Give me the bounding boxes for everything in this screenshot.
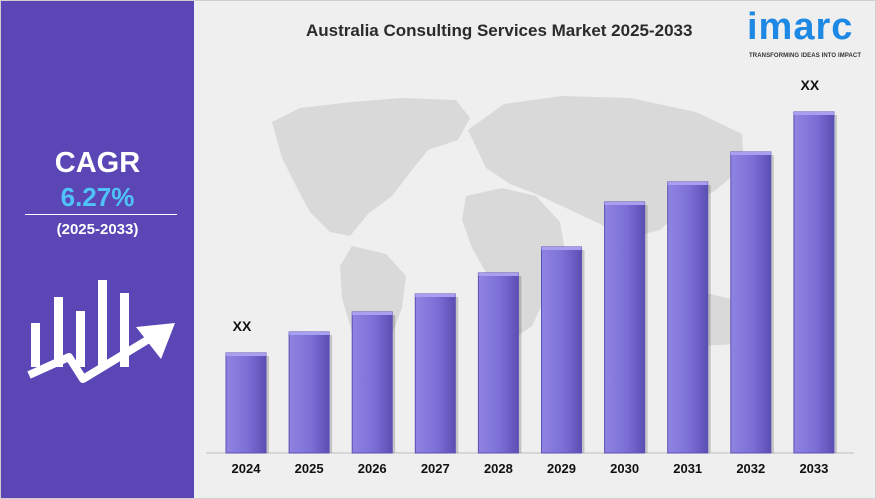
bar-cap-2031 <box>667 182 708 185</box>
x-tick-label: 2024 <box>232 461 262 476</box>
bar-cap-2032 <box>730 152 771 155</box>
logo-tagline: TRANSFORMING IDEAS INTO IMPACT <box>749 53 862 59</box>
x-tick-label: 2032 <box>736 461 765 476</box>
imarc-logo: imarc TRANSFORMING IDEAS INTO IMPACT <box>747 6 869 62</box>
x-tick-label: 2028 <box>484 461 513 476</box>
bar-cap-2033 <box>793 112 834 115</box>
x-tick-label: 2027 <box>421 461 450 476</box>
bar-2030 <box>604 201 646 454</box>
bar-cap-2026 <box>352 312 393 315</box>
data-label-2033: XX <box>801 77 820 93</box>
bar-2024 <box>225 352 267 454</box>
cagr-label: CAGR <box>54 147 141 179</box>
bar-cap-2030 <box>604 202 645 205</box>
bar-2026 <box>351 311 393 454</box>
bar-cap-2025 <box>289 332 330 335</box>
bar-2029 <box>541 246 582 454</box>
x-tick-label: 2025 <box>295 461 324 476</box>
bar-2031 <box>667 181 709 454</box>
cagr-period: (2025-2033) <box>56 221 139 238</box>
bar-series <box>206 111 854 454</box>
cagr-panel: CAGR 6.27% (2025-2033) <box>1 1 194 498</box>
bar-2025 <box>288 331 330 454</box>
data-label-2024: XX <box>233 318 252 334</box>
bar-growth-arrow-icon <box>27 280 175 383</box>
x-tick-label: 2030 <box>610 461 639 476</box>
x-tick-label: 2033 <box>799 461 828 476</box>
bar-cap-2029 <box>541 247 582 250</box>
x-axis-labels: 2024 2025 2026 2027 2028 2029 2030 2031 2032 2033 <box>232 461 829 476</box>
logo-wordmark: imarc <box>747 6 854 48</box>
x-tick-label: 2029 <box>547 461 576 476</box>
bar-cap-2027 <box>415 294 456 297</box>
cagr-value: 6.27% <box>60 182 135 212</box>
bar-2028 <box>477 272 519 454</box>
value-labels: XX XX <box>233 77 820 334</box>
x-tick-label: 2031 <box>673 461 702 476</box>
cagr-divider <box>25 214 177 215</box>
bar-2033 <box>793 111 835 454</box>
bar-cap-2028 <box>478 273 519 276</box>
chart-title: Australia Consulting Services Market 202… <box>306 21 693 40</box>
bar-2032 <box>730 151 772 454</box>
bar-2027 <box>414 293 456 454</box>
bar-cap-2024 <box>226 353 266 356</box>
x-tick-label: 2026 <box>358 461 387 476</box>
